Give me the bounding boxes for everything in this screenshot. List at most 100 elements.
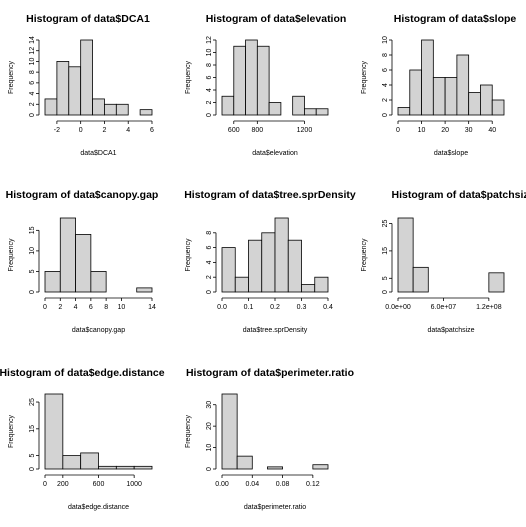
y-tick-label: 10: [29, 247, 36, 255]
y-tick-label: 5: [29, 454, 36, 458]
x-tick-label: 0: [396, 127, 400, 134]
histogram-bar: [62, 455, 82, 470]
histogram-bar: [312, 464, 329, 470]
histogram-bar: [256, 45, 270, 116]
x-tick-label: 30: [465, 127, 473, 134]
histogram-bar: [92, 98, 105, 116]
y-tick-label: 4: [206, 88, 213, 92]
histogram-bar: [444, 77, 458, 116]
chart-title: Histogram of data$DCA1: [26, 13, 150, 25]
y-axis-label: Frequency: [185, 60, 192, 94]
x-tick-label: 0.4: [323, 304, 333, 311]
histogram-bar: [456, 54, 470, 116]
y-tick-label: 8: [29, 70, 36, 74]
histogram-bar: [221, 247, 236, 293]
histogram-bar: [44, 98, 58, 116]
histogram-bar: [421, 39, 434, 116]
y-tick-label: 12: [206, 36, 213, 44]
histogram-bar: [115, 465, 135, 470]
y-tick-label: 0: [382, 290, 389, 294]
histogram-bar: [68, 66, 82, 116]
x-tick-label: 10: [118, 304, 126, 311]
histogram-bar: [90, 271, 107, 293]
chart-title: Histogram of data$edge.distance: [0, 367, 165, 379]
histogram-bar: [304, 108, 317, 116]
y-tick-label: 6: [206, 246, 213, 250]
y-tick-label: 5: [382, 276, 389, 280]
y-tick-label: 6: [29, 81, 36, 85]
x-axis-label: data$DCA1: [80, 150, 116, 157]
x-tick-label: 0.3: [297, 304, 307, 311]
y-tick-label: 0: [29, 290, 36, 294]
histogram-bar: [59, 217, 76, 293]
y-tick-label: 10: [382, 36, 389, 44]
chart-title: Histogram of data$tree.sprDensity: [184, 189, 356, 201]
x-tick-label: 6: [150, 127, 154, 134]
y-tick-label: 4: [29, 92, 36, 96]
x-tick-label: 0.12: [306, 481, 320, 488]
x-tick-label: 0.00: [215, 481, 229, 488]
y-axis-label: Frequency: [361, 238, 368, 272]
histogram-bar: [314, 276, 329, 293]
histogram-bar: [98, 465, 117, 470]
y-tick-label: 20: [206, 422, 213, 430]
histogram-panel: 0 10 20 30 40 0 2 4 6 8 10 Histogram of data$slope d…: [361, 13, 516, 157]
histogram-bar: [488, 272, 505, 293]
y-tick-label: 25: [29, 398, 36, 406]
y-tick-label: 6: [382, 68, 389, 72]
y-tick-label: 0: [382, 113, 389, 117]
y-tick-label: 0: [206, 113, 213, 117]
x-tick-label: 0: [79, 127, 83, 134]
x-tick-label: 1000: [126, 481, 142, 488]
x-axis-label: data$elevation: [252, 150, 298, 157]
y-tick-label: 0: [206, 290, 213, 294]
x-tick-label: -2: [54, 127, 60, 134]
x-tick-label: 0.0: [217, 304, 227, 311]
histogram-panel: -2 0 2 4 6 0 2 4 6 8 10 12 14 Histogram of data$DCA1 d…: [8, 13, 154, 157]
x-tick-label: 14: [148, 304, 156, 311]
chart-title: Histogram of data$perimeter.ratio: [186, 367, 354, 379]
x-tick-label: 2: [58, 304, 62, 311]
y-tick-label: 25: [382, 219, 389, 227]
x-tick-label: 0: [43, 481, 47, 488]
histogram-bar: [397, 217, 414, 293]
histogram-bar: [491, 99, 505, 116]
x-tick-label: 4: [126, 127, 130, 134]
histogram-bar: [139, 109, 153, 116]
y-tick-label: 0: [29, 113, 36, 117]
y-tick-label: 2: [206, 275, 213, 279]
x-tick-label: 200: [57, 481, 69, 488]
y-axis-label: Frequency: [8, 414, 15, 448]
x-tick-label: 20: [441, 127, 449, 134]
x-tick-label: 600: [228, 127, 240, 134]
histogram-bar: [233, 45, 246, 116]
x-tick-label: 40: [488, 127, 496, 134]
x-tick-label: 0.0e+00: [385, 304, 411, 311]
histogram-bar: [221, 393, 238, 470]
chart-title: Histogram of data$patchsize: [392, 189, 526, 201]
y-tick-label: 8: [206, 231, 213, 235]
histogram-panel: 0.0 0.1 0.2 0.3 0.4 0 2 4 6 8 Histogram of data$tr…: [184, 189, 356, 334]
y-tick-label: 15: [29, 226, 36, 234]
y-tick-label: 8: [382, 53, 389, 57]
histogram-bar: [136, 287, 153, 293]
y-tick-label: 0: [29, 467, 36, 471]
histogram-bar: [292, 95, 305, 116]
histogram-bar: [468, 92, 481, 116]
histogram-bar: [248, 239, 263, 293]
y-tick-label: 15: [29, 425, 36, 433]
x-tick-label: 800: [251, 127, 263, 134]
y-tick-label: 5: [29, 269, 36, 273]
histogram-bar: [268, 102, 282, 116]
histogram-bar: [234, 276, 249, 293]
histogram-bar: [287, 239, 302, 293]
x-axis-label: data$patchsize: [427, 327, 474, 334]
y-tick-label: 14: [29, 36, 36, 44]
x-axis-label: data$tree.sprDensity: [243, 327, 308, 334]
y-tick-label: 2: [382, 98, 389, 102]
y-tick-label: 10: [29, 57, 36, 65]
chart-title: Histogram of data$canopy.gap: [6, 189, 159, 201]
y-tick-label: 30: [206, 401, 213, 409]
x-tick-label: 0.04: [245, 481, 259, 488]
